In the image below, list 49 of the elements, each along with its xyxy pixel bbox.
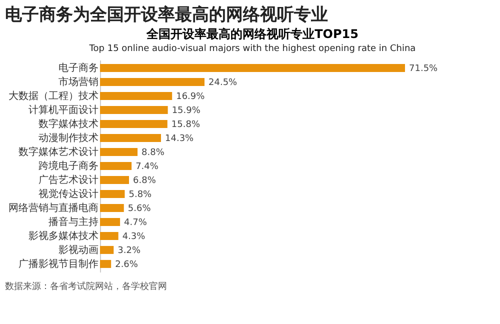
bar — [100, 232, 118, 240]
data-label: 16.9% — [176, 92, 206, 102]
y-tick-label: 电子商务 — [58, 62, 98, 74]
bar — [100, 176, 130, 184]
y-tick-label: 跨境电子商务 — [38, 160, 98, 172]
source-note: 数据来源：各省考试院网站，各学校官网 — [5, 281, 167, 292]
bar — [100, 92, 172, 100]
bar — [100, 190, 125, 198]
y-tick-label: 影视动画 — [58, 244, 98, 256]
y-tick-label: 广告艺术设计 — [38, 174, 98, 186]
y-tick-label: 广播影视节目制作 — [18, 258, 98, 270]
data-label: 7.4% — [136, 162, 159, 172]
y-tick-label: 数字媒体艺术设计 — [18, 146, 98, 158]
data-label: 5.8% — [128, 190, 152, 200]
data-label: 6.8% — [133, 176, 156, 186]
y-tick-label: 视觉传达设计 — [38, 188, 98, 200]
bar — [100, 218, 120, 226]
data-label: 71.5% — [409, 64, 438, 74]
data-label: 15.9% — [172, 106, 201, 116]
data-label: 8.8% — [142, 148, 165, 158]
bar — [100, 120, 168, 128]
y-tick-label: 播音与主持 — [48, 216, 98, 228]
y-tick-label: 网络营销与直播电商 — [8, 202, 98, 214]
bar — [100, 246, 114, 254]
y-tick-label: 影视多媒体技术 — [28, 230, 98, 242]
data-label: 5.6% — [128, 204, 152, 214]
y-tick-label: 动漫制作技术 — [38, 132, 98, 144]
bar — [100, 260, 112, 268]
data-label: 2.6% — [115, 260, 138, 270]
data-label: 24.5% — [208, 78, 238, 88]
y-tick-label: 市场营销 — [58, 76, 98, 88]
bar — [100, 134, 161, 142]
y-tick-label: 数字媒体技术 — [38, 118, 98, 130]
chart-title: 电子商务为全国开设率最高的网络视听专业 — [5, 5, 328, 25]
bar — [100, 78, 205, 86]
chart-subtitle: 全国开设率最高的网络视听专业TOP15 — [146, 27, 358, 41]
data-label: 4.3% — [122, 232, 146, 242]
data-label: 4.7% — [124, 218, 148, 228]
data-label: 15.8% — [171, 120, 200, 130]
bar — [100, 64, 405, 72]
data-label: 3.2% — [118, 246, 141, 256]
y-tick-label: 大数据（工程）技术 — [8, 90, 98, 102]
bar — [100, 204, 124, 212]
bar — [100, 148, 138, 156]
bar — [100, 162, 132, 170]
data-label: 14.3% — [165, 134, 194, 144]
bar — [100, 106, 168, 114]
text: Top 15 online audio-visual majors with the highest opening rate in China — [88, 44, 416, 54]
y-tick-label: 计算机平面设计 — [28, 104, 98, 116]
